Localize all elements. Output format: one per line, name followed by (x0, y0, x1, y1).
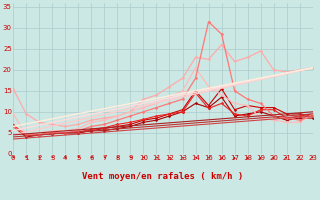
X-axis label: Vent moyen/en rafales ( km/h ): Vent moyen/en rafales ( km/h ) (82, 172, 244, 181)
